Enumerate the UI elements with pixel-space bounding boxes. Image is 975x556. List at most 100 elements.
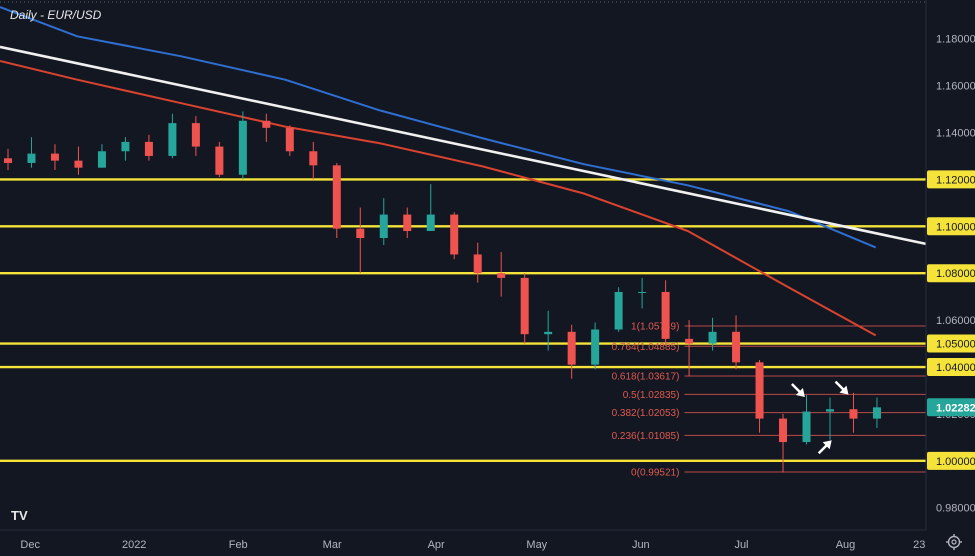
x-tick-label: Jun <box>632 539 650 551</box>
arrow-annotation <box>834 380 849 395</box>
level-tag <box>927 264 975 283</box>
candle <box>356 207 365 274</box>
candle-body <box>638 291 647 293</box>
candle <box>332 162 341 239</box>
candle-body <box>661 291 670 339</box>
candle-body <box>238 120 247 175</box>
candle <box>708 317 717 351</box>
y-tick-label: 1.12000 <box>936 174 975 186</box>
x-tick-label: 2022 <box>122 539 146 551</box>
fib-label: 0.236(1.01085) <box>612 431 680 442</box>
y-tick-label: 1.10000 <box>936 221 975 233</box>
candle-body <box>473 254 482 274</box>
candle <box>97 144 106 168</box>
x-tick-label: May <box>526 539 547 551</box>
candle-body <box>849 409 858 419</box>
candle-body <box>497 273 506 278</box>
candle-body <box>426 214 435 231</box>
candle-body <box>520 277 529 335</box>
candle-body <box>74 160 83 168</box>
y-tick-label: 0.98000 <box>936 503 975 515</box>
y-tick-label: 1.08000 <box>936 268 975 280</box>
candle <box>473 242 482 283</box>
candle-body <box>755 362 764 419</box>
candle-body <box>872 407 881 419</box>
candle <box>614 287 623 332</box>
arrow-head <box>839 385 849 395</box>
x-tick-label: Mar <box>323 539 342 551</box>
x-tick-label: Aug <box>836 539 856 551</box>
candle <box>379 198 388 246</box>
arrow-annotation <box>817 440 832 455</box>
candle-body <box>191 123 200 147</box>
candle-body <box>332 165 341 229</box>
candle <box>4 148 12 171</box>
level-tag <box>927 170 975 189</box>
candle-body <box>403 214 412 231</box>
candle <box>779 413 788 473</box>
y-tick-label: 1.04000 <box>936 362 975 374</box>
tradingview-logo[interactable]: TV <box>8 504 32 524</box>
level-tag <box>927 451 975 470</box>
candle <box>497 252 506 297</box>
candle-body <box>50 153 59 161</box>
candle-body <box>379 214 388 239</box>
moving-average-blue <box>0 6 877 249</box>
candle <box>755 359 764 433</box>
indicator-lines <box>0 6 927 337</box>
candle <box>520 273 529 344</box>
fib-label: 1(1.05749) <box>631 321 679 332</box>
y-tick-label: 1.14000 <box>936 128 975 140</box>
candle-body <box>285 127 294 152</box>
candle <box>238 111 247 180</box>
logo-text: TV <box>11 508 28 523</box>
candle <box>567 324 576 379</box>
candle <box>544 310 553 351</box>
arrow-head <box>822 440 832 450</box>
candle-body <box>97 151 106 168</box>
candle <box>802 395 811 445</box>
last-price-tag <box>927 398 975 417</box>
y-tick-label: 1.16000 <box>936 81 975 93</box>
candle-body <box>215 146 224 175</box>
x-tick-label: Dec <box>20 539 40 551</box>
candle <box>74 146 83 175</box>
candle-body <box>779 418 788 443</box>
arrow-annotation <box>791 383 805 397</box>
candle-body <box>144 141 153 156</box>
level-tag <box>927 358 975 377</box>
candle <box>309 141 318 180</box>
time-axis[interactable]: Dec 2022 Feb Mar Apr May Jun Jul Aug 23 <box>0 529 926 551</box>
level-tag <box>927 334 975 353</box>
candle <box>732 315 741 370</box>
price-axis[interactable]: 1.18000 1.16000 1.14000 1.12000 1.10000 1.080… <box>925 0 975 530</box>
candle <box>121 137 130 161</box>
y-tick-label: 1.00000 <box>936 456 975 468</box>
candle <box>50 144 59 171</box>
candle-body <box>356 228 365 239</box>
candle <box>168 113 177 159</box>
fib-label: 0.382(1.02053) <box>612 408 680 419</box>
last-price-label: 1.02282 <box>936 402 975 414</box>
gear-icon[interactable] <box>946 534 962 550</box>
candle-body <box>4 158 12 163</box>
x-tick-label: Jul <box>734 539 748 551</box>
candle-body <box>544 331 553 335</box>
candle-body <box>309 151 318 166</box>
candle <box>262 113 271 142</box>
fib-label: 0(0.99521) <box>631 468 679 479</box>
arrow-head <box>795 388 805 397</box>
candle <box>661 280 670 346</box>
candle <box>144 134 153 161</box>
candle-body <box>825 409 834 412</box>
candle-body <box>708 331 717 344</box>
candle-body <box>262 120 271 128</box>
trendline-white <box>0 45 927 246</box>
candle <box>638 277 647 309</box>
candles <box>4 111 881 473</box>
candle <box>591 322 600 370</box>
x-tick-label: Feb <box>229 539 248 551</box>
candle-body <box>27 153 36 163</box>
